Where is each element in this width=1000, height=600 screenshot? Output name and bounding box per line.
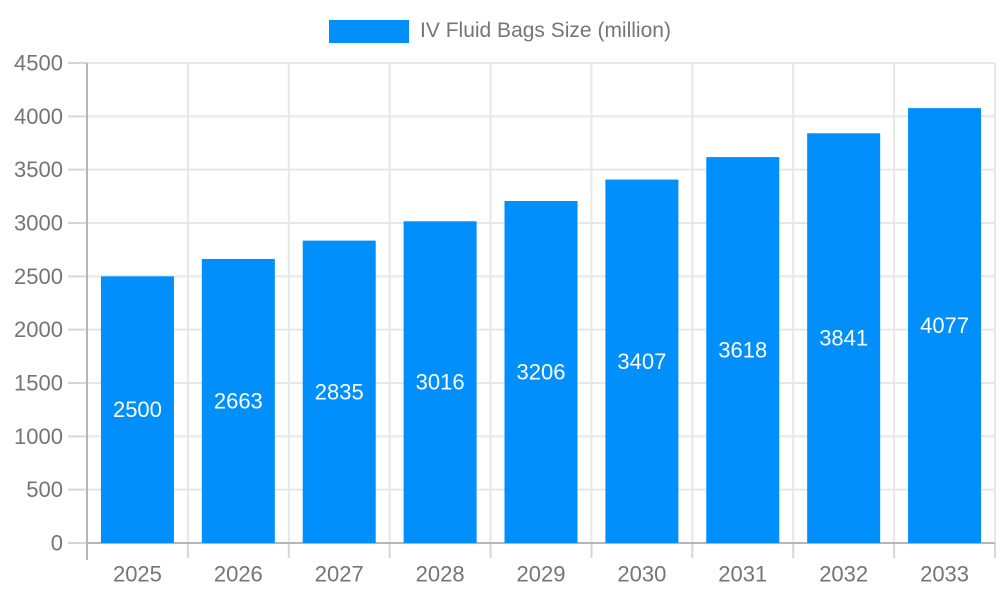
y-axis-tick-label: 1000 bbox=[14, 424, 63, 449]
bar bbox=[201, 258, 275, 543]
bar-value-label: 3841 bbox=[819, 326, 868, 351]
y-axis-tick-label: 4000 bbox=[14, 104, 63, 129]
bar bbox=[908, 108, 982, 544]
bar bbox=[807, 133, 881, 543]
x-axis-tick-label: 2026 bbox=[214, 562, 263, 587]
legend-label: IV Fluid Bags Size (million) bbox=[420, 19, 671, 42]
x-axis-tick-label: 2025 bbox=[113, 562, 162, 587]
bar-value-label: 2835 bbox=[315, 379, 364, 404]
x-axis-tick-label: 2033 bbox=[920, 562, 969, 587]
x-axis-tick-label: 2031 bbox=[718, 562, 767, 587]
bar-value-label: 3407 bbox=[617, 349, 666, 374]
bar bbox=[605, 179, 679, 543]
bar-value-label: 4077 bbox=[920, 313, 969, 338]
bar-value-label: 2500 bbox=[113, 397, 162, 422]
y-axis-tick-label: 0 bbox=[51, 531, 63, 556]
x-axis-tick-label: 2028 bbox=[416, 562, 465, 587]
bar-value-label: 3016 bbox=[416, 370, 465, 395]
y-axis-tick-label: 3500 bbox=[14, 157, 63, 182]
chart-legend[interactable]: IV Fluid Bags Size (million) bbox=[0, 19, 1000, 43]
bar bbox=[504, 201, 578, 543]
bar-value-label: 3618 bbox=[718, 338, 767, 363]
y-axis-tick-label: 500 bbox=[26, 477, 63, 502]
y-axis-tick-label: 4500 bbox=[14, 51, 63, 76]
legend-swatch-icon bbox=[329, 19, 410, 43]
bar bbox=[403, 221, 477, 543]
bar bbox=[100, 276, 174, 543]
bar-value-label: 2663 bbox=[214, 388, 263, 413]
bar-value-label: 3206 bbox=[517, 360, 566, 385]
y-axis-tick-label: 3000 bbox=[14, 211, 63, 236]
x-axis-tick-label: 2030 bbox=[617, 562, 666, 587]
x-axis-tick-label: 2029 bbox=[517, 562, 566, 587]
bar bbox=[706, 157, 780, 543]
x-axis-tick-label: 2027 bbox=[315, 562, 364, 587]
y-axis-tick-label: 1500 bbox=[14, 371, 63, 396]
y-axis-tick-label: 2000 bbox=[14, 317, 63, 342]
y-axis-tick-label: 2500 bbox=[14, 264, 63, 289]
bar bbox=[302, 240, 376, 543]
x-axis-tick-label: 2032 bbox=[819, 562, 868, 587]
